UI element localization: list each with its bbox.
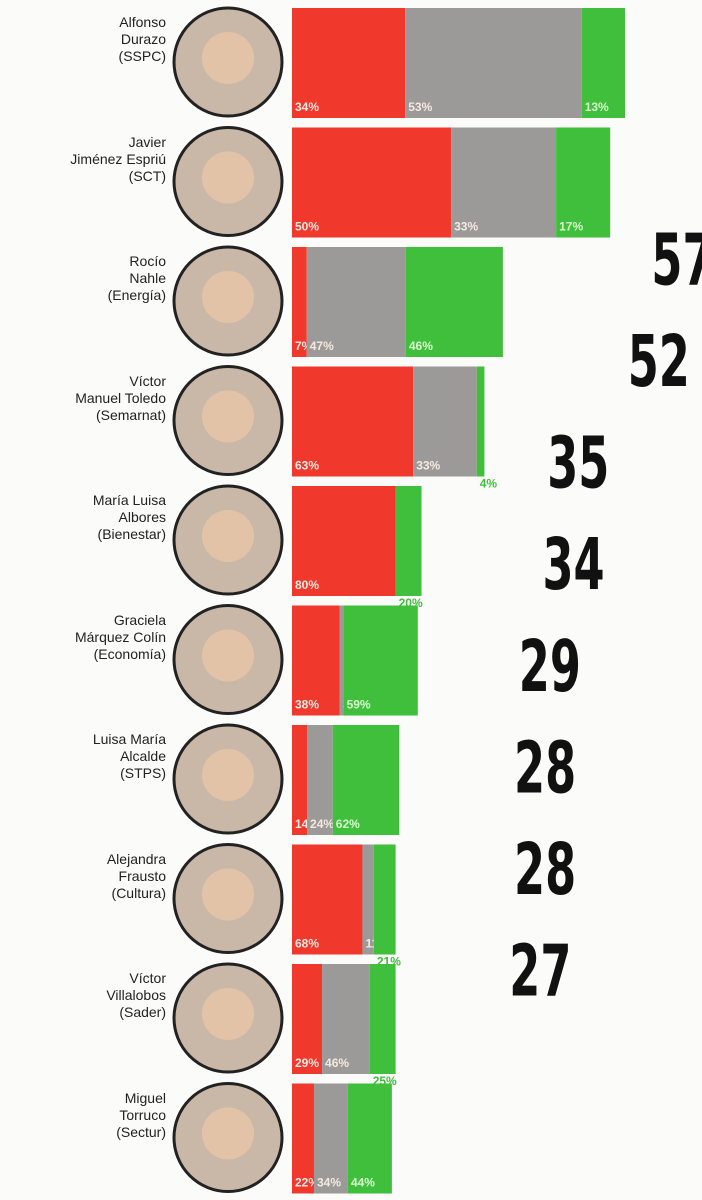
minister-name: Luisa María Alcalde (STPS) — [0, 731, 166, 782]
minister-name: Javier Jiménez Espriú (SCT) — [0, 134, 166, 185]
bar-segment — [374, 845, 396, 955]
segment-label: 46% — [409, 339, 433, 353]
portrait-face — [202, 749, 254, 801]
segment-label: 33% — [454, 220, 478, 234]
portrait-face — [202, 271, 254, 323]
segment-label: 46% — [325, 1056, 349, 1070]
segment-label: 29% — [295, 1056, 319, 1070]
segment-label: 47% — [310, 339, 334, 353]
segment-label: 44% — [351, 1176, 375, 1190]
total-value: 28 — [514, 728, 576, 811]
portrait-face — [202, 988, 254, 1040]
minister-name: Alejandra Frausto (Cultura) — [0, 851, 166, 902]
segment-label: 53% — [408, 100, 432, 114]
total-value: 57 — [651, 220, 702, 303]
minister-name: Alfonso Durazo (SSPC) — [0, 14, 166, 65]
minister-name: Víctor Manuel Toledo (Semarnat) — [0, 373, 166, 424]
minister-name: Graciela Márquez Colín (Economía) — [0, 612, 166, 663]
minister-name: Rocío Nahle (Energía) — [0, 253, 166, 304]
segment-label: 80% — [295, 578, 319, 592]
segment-label: 33% — [416, 459, 440, 473]
segment-label: 13% — [585, 100, 609, 114]
portrait-face — [202, 510, 254, 562]
portrait-face — [202, 32, 254, 84]
segment-label: 34% — [295, 100, 319, 114]
segment-label: 63% — [295, 459, 319, 473]
portrait-face — [202, 869, 254, 921]
segment-label: 4% — [480, 477, 498, 491]
minister-name: Víctor Villalobos (Sader) — [0, 970, 166, 1021]
total-value: 29 — [519, 626, 581, 709]
segment-label: 50% — [295, 220, 319, 234]
minister-name: Miguel Torruco (Sectur) — [0, 1090, 166, 1141]
segment-label: 34% — [317, 1176, 341, 1190]
bar-segment — [477, 367, 485, 477]
portrait-face — [202, 391, 254, 443]
segment-label: 62% — [336, 817, 360, 831]
total-value: 28 — [514, 829, 576, 912]
segment-label: 38% — [295, 698, 319, 712]
portrait-face — [202, 152, 254, 204]
portrait-face — [202, 1108, 254, 1160]
segment-label: 17% — [559, 220, 583, 234]
segment-label: 24% — [310, 817, 334, 831]
page: 34%53%13%9050%33%17%867%47%46%5763%33%4%… — [0, 0, 702, 1200]
total-value: 27 — [509, 931, 571, 1014]
total-value: 52 — [628, 321, 690, 404]
total-value: 34 — [542, 524, 604, 607]
segment-label: 68% — [295, 937, 319, 951]
segment-label: 59% — [347, 698, 371, 712]
bar-segment — [396, 486, 422, 596]
minister-name: María Luisa Albores (Bienestar) — [0, 492, 166, 543]
bar-segment — [370, 964, 396, 1074]
portrait-face — [202, 630, 254, 682]
total-value: 35 — [547, 423, 609, 506]
